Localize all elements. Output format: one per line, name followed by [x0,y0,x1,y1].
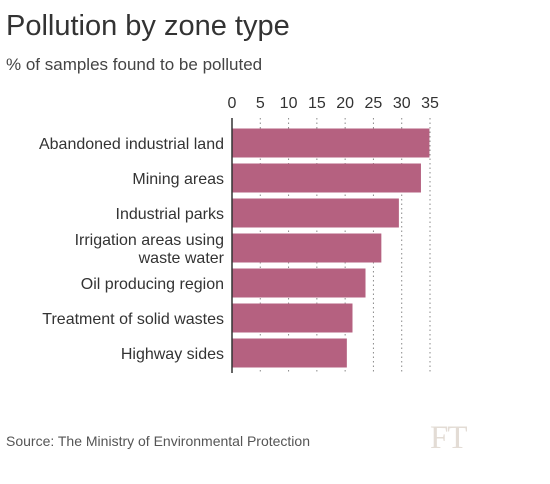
bar [232,338,347,368]
bar [232,163,421,193]
bar [232,303,353,333]
category-labels: Abandoned industrial land Mining areas Ind… [39,136,225,363]
x-tick-label: 5 [256,95,265,112]
x-tick-label: 25 [365,95,383,112]
chart-subtitle: % of samples found to be polluted [6,55,263,74]
x-tick-label: 30 [393,95,411,112]
category-label: Abandoned industrial land [39,136,224,153]
bar [232,198,399,228]
category-label: Irrigation areas using waste water [75,232,225,267]
bar [232,128,430,158]
x-tick-label: 10 [280,95,298,112]
x-tick-label: 15 [308,95,326,112]
x-tick-label: 0 [228,95,237,112]
category-label: Industrial parks [116,206,225,223]
chart-title: Pollution by zone type [6,10,290,42]
source-note: Source: The Ministry of Environmental Pr… [6,433,310,449]
category-label: Treatment of solid wastes [42,311,224,328]
bar [232,268,366,298]
category-label: Oil producing region [81,276,224,293]
category-label: Mining areas [132,171,224,188]
category-label: Highway sides [121,346,224,363]
x-tick-label: 35 [421,95,439,112]
bar-chart: 0 5 10 15 20 25 30 35 Abandoned industrial land… [39,95,439,373]
ft-logo: FT [430,420,468,456]
bar [232,233,382,263]
x-tick-label: 20 [336,95,354,112]
bars [232,128,430,368]
x-tick-labels: 0 5 10 15 20 25 30 35 [228,95,439,112]
